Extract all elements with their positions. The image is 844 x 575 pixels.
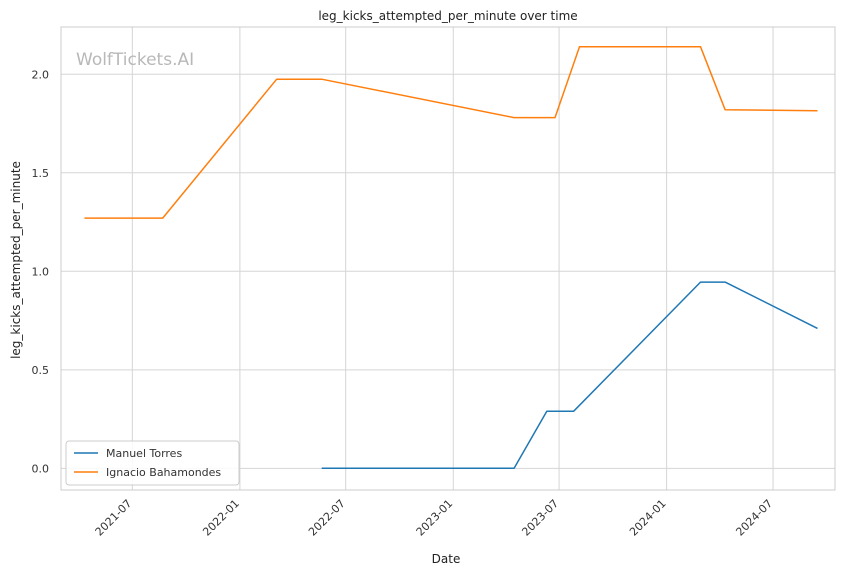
x-tick-label: 2022-07 bbox=[306, 497, 348, 539]
y-tick-label: 2.0 bbox=[32, 68, 50, 81]
legend: Manuel Torres Ignacio Bahamondes bbox=[65, 440, 240, 486]
x-tick-label: 2024-07 bbox=[733, 497, 775, 539]
y-tick-label: 0.5 bbox=[32, 364, 50, 377]
grid bbox=[61, 27, 835, 490]
x-tick-label: 2024-01 bbox=[627, 497, 669, 539]
y-axis-ticks: 0.0 0.5 1.0 1.5 2.0 bbox=[32, 68, 50, 475]
series-layer bbox=[84, 45, 818, 470]
series-line-manuel-torres bbox=[321, 281, 818, 470]
chart-title: leg_kicks_attempted_per_minute over time bbox=[318, 9, 577, 23]
x-axis-label: Date bbox=[432, 552, 461, 566]
x-tick-label: 2022-01 bbox=[200, 497, 242, 539]
legend-box bbox=[65, 440, 240, 486]
y-tick-label: 0.0 bbox=[32, 462, 50, 475]
y-tick-label: 1.0 bbox=[32, 265, 50, 278]
y-tick-label: 1.5 bbox=[32, 167, 50, 180]
x-tick-label: 2023-01 bbox=[414, 497, 456, 539]
plot-frame bbox=[60, 26, 836, 491]
x-tick-label: 2021-07 bbox=[93, 497, 135, 539]
legend-entry-ignacio-bahamondes: Ignacio Bahamondes bbox=[106, 466, 221, 479]
legend-entry-manuel-torres: Manuel Torres bbox=[106, 447, 182, 460]
x-tick-label: 2023-07 bbox=[519, 497, 561, 539]
x-axis-ticks: 2021-07 2022-01 2022-07 2023-01 2023-07 2024-… bbox=[93, 497, 775, 539]
y-axis-label: leg_kicks_attempted_per_minute bbox=[9, 161, 23, 359]
watermark: WolfTickets.AI bbox=[76, 50, 194, 70]
series-line-ignacio-bahamondes bbox=[84, 45, 818, 219]
